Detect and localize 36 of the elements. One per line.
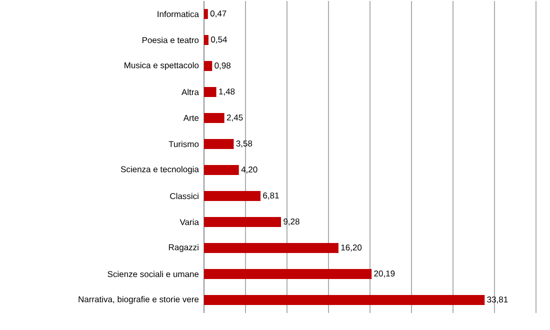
y-tick-label: Scienza e tecnologia [120, 166, 199, 174]
bar [204, 217, 282, 227]
bar [204, 34, 208, 45]
bar [204, 295, 485, 305]
data-label: 3,58 [236, 140, 252, 148]
y-tick-label: Classici [170, 192, 198, 200]
y-tick-label: Informatica [158, 10, 199, 18]
y-tick-label: Arte [183, 115, 199, 121]
data-label: 9,28 [284, 218, 300, 226]
bar [204, 243, 338, 253]
bar [204, 113, 224, 123]
y-tick-label: Scienze sociali e umane [108, 270, 199, 278]
bar [204, 139, 234, 149]
data-label: 2,45 [226, 114, 243, 122]
bar [204, 191, 261, 201]
data-label: 20,19 [374, 270, 395, 278]
data-label: 1,48 [219, 88, 235, 96]
data-label: 0,47 [210, 10, 226, 18]
bar [204, 269, 372, 279]
data-label: 0,98 [214, 62, 231, 70]
y-tick-label: Musica e spettacolo [124, 62, 199, 70]
bar [204, 60, 212, 71]
bar [204, 86, 216, 97]
data-label: 6,81 [263, 192, 279, 200]
bar [204, 165, 239, 175]
y-tick-label: Turismo [168, 140, 199, 148]
y-tick-label: Varia [180, 218, 199, 226]
y-tick-label: Poesia e teatro [142, 36, 199, 44]
bar [204, 8, 208, 19]
data-label: 33,81 [487, 296, 508, 304]
data-label: 0,54 [211, 36, 227, 44]
data-label: 4,20 [241, 166, 258, 174]
y-tick-label: Narrativa, biografie e storie vere [78, 296, 199, 304]
y-tick-label: Altra [182, 88, 199, 96]
y-tick-label: Ragazzi [168, 244, 198, 252]
data-label: 16,20 [341, 244, 362, 252]
